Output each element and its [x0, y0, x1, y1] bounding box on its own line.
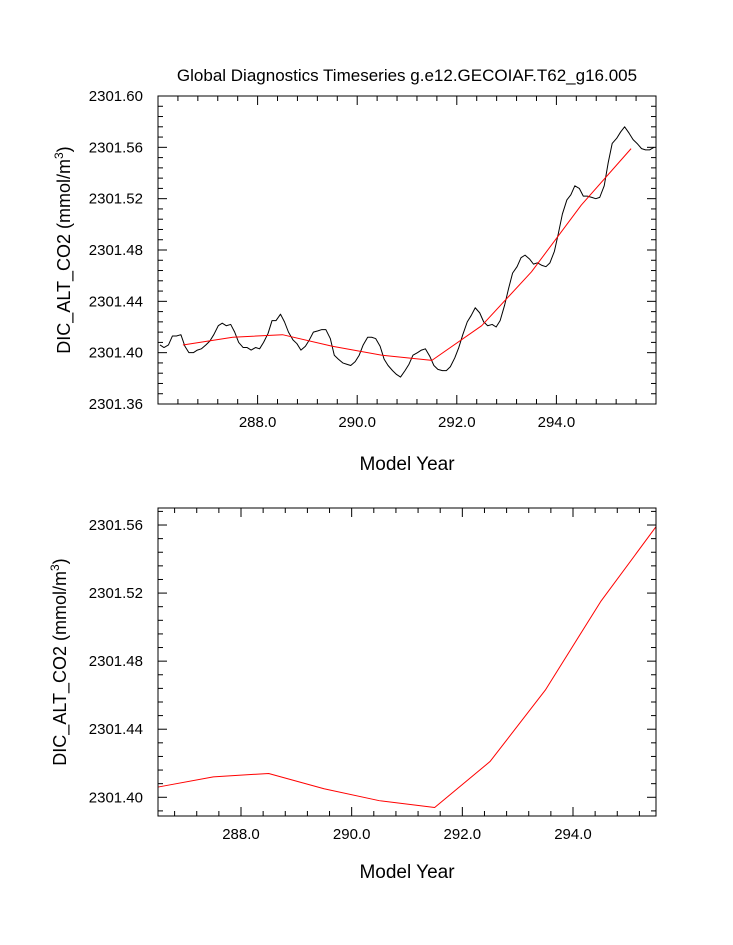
x-tick-label: 294.0: [554, 826, 592, 843]
top-plot-frame: [157, 95, 657, 405]
y-tick-label: 2301.56: [89, 139, 143, 156]
bottom-x-tick-labels: 288.0 290.0 292.0 294.0: [222, 826, 592, 843]
bottom-y-tick-labels: 2301.40 2301.44 2301.48 2301.52 2301.56: [89, 517, 143, 806]
top-x-axis-label: Model Year: [359, 454, 455, 475]
y-tick-label: 2301.40: [89, 345, 143, 362]
x-tick-label: 292.0: [444, 826, 482, 843]
y-tick-label: 2301.52: [89, 191, 143, 208]
timeseries-line: [159, 126, 655, 378]
bottom-chart-panel: 2301.40 2301.44 2301.48 2301.52 2301.56 288.…: [48, 507, 657, 883]
trend-line: [182, 148, 632, 361]
bottom-plot-frame: [157, 507, 657, 817]
y-tick-label: 2301.48: [89, 653, 143, 670]
y-tick-label: 2301.60: [89, 88, 143, 105]
bottom-plot-lines: [157, 526, 657, 808]
y-tick-label: 2301.56: [89, 517, 143, 534]
top-plot-lines: [159, 126, 655, 378]
y-tick-label: 2301.44: [89, 293, 143, 310]
trend-line: [157, 526, 657, 808]
top-axis-ticks: [157, 95, 657, 405]
x-tick-label: 292.0: [438, 414, 476, 431]
x-tick-label: 290.0: [338, 414, 376, 431]
x-tick-label: 294.0: [538, 414, 576, 431]
bottom-axis-ticks: [158, 508, 656, 816]
top-y-tick-labels: 2301.36 2301.40 2301.44 2301.48 2301.52 2301.…: [89, 88, 143, 413]
x-tick-label: 288.0: [239, 414, 277, 431]
x-tick-label: 290.0: [333, 826, 371, 843]
top-x-tick-labels: 288.0 290.0 292.0 294.0: [239, 414, 575, 431]
bottom-y-axis-label: DIC_ALT_CO2 (mmol/m3): [48, 558, 71, 765]
y-tick-label: 2301.40: [89, 789, 143, 806]
y-tick-label: 2301.36: [89, 396, 143, 413]
chart-title: Global Diagnostics Timeseries g.e12.GECO…: [177, 66, 637, 85]
y-tick-label: 2301.52: [89, 585, 143, 602]
bottom-x-axis-label: Model Year: [359, 862, 455, 883]
top-y-axis-label: DIC_ALT_CO2 (mmol/m3): [52, 146, 75, 353]
y-tick-label: 2301.48: [89, 242, 143, 259]
x-tick-label: 288.0: [222, 826, 260, 843]
y-tick-label: 2301.44: [89, 721, 143, 738]
top-chart-panel: Global Diagnostics Timeseries g.e12.GECO…: [52, 66, 657, 475]
